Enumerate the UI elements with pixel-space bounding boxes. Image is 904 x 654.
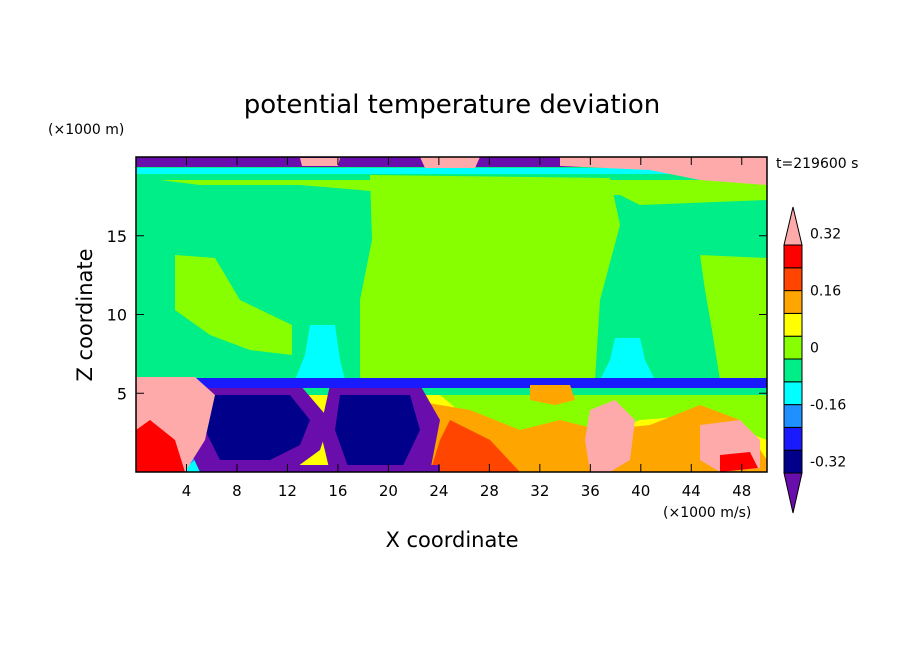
x-unit-label: (×1000 m/s) — [663, 505, 751, 521]
region-darkblue-lower-left — [205, 395, 310, 460]
region-dark-band-z6 — [136, 378, 767, 388]
x-tick-label: 4 — [182, 482, 192, 500]
x-axis-title: X coordinate — [385, 528, 518, 552]
colorbar-tick-label: 0 — [810, 341, 819, 357]
colorbar-tick-label: 0.16 — [810, 284, 841, 300]
y-tick-label: 5 — [117, 384, 127, 403]
x-tick-label: 32 — [530, 482, 549, 500]
region-top-pink-left — [300, 158, 340, 166]
x-tick-label: 36 — [581, 482, 600, 500]
region-cyan-left — [295, 325, 345, 380]
region-upper-green-top — [160, 180, 767, 205]
colorbar-swatch — [783, 267, 803, 292]
x-tick-label: 48 — [732, 482, 751, 500]
region-orange-center-right — [530, 385, 575, 405]
region-lower-red — [430, 420, 520, 472]
colorbar-swatch — [783, 381, 803, 406]
region-purple-bottom-strip — [280, 465, 440, 472]
colorbar: 0.32 0.16 0 -0.16 -0.32 — [783, 206, 846, 514]
y-tick-label: 15 — [107, 227, 127, 246]
y-axis: 5 10 15 — [107, 227, 767, 403]
colorbar-extend-min — [783, 472, 803, 514]
region-top-pink-right — [560, 157, 767, 185]
region-pink-center-right — [585, 400, 635, 472]
region-top-pink-center — [420, 157, 480, 168]
colorbar-tick-label: -0.32 — [810, 455, 846, 471]
colorbar-swatch — [783, 290, 803, 314]
colorbar-swatch — [783, 312, 803, 337]
colorbar-swatch — [783, 426, 803, 451]
colorbar-swatch — [783, 449, 803, 474]
x-tick-label: 20 — [379, 482, 398, 500]
x-tick-label: 40 — [631, 482, 650, 500]
colorbar-swatch — [783, 335, 803, 360]
y-axis-title: Z coordinate — [73, 248, 97, 381]
region-upper-green-right — [700, 255, 767, 380]
time-label: t=219600 s — [776, 156, 858, 172]
x-axis: 4 8 12 16 20 24 28 32 36 40 44 48 — [182, 157, 751, 500]
colorbar-tick-label: 0.32 — [810, 227, 841, 243]
region-red-left — [136, 420, 185, 472]
x-tick-label: 44 — [682, 482, 701, 500]
region-red-right — [720, 452, 758, 472]
x-tick-label: 12 — [278, 482, 297, 500]
colorbar-swatch — [783, 244, 803, 269]
y-unit-label: (×1000 m) — [48, 122, 124, 138]
x-tick-label: 28 — [480, 482, 499, 500]
region-upper-green-center — [360, 175, 620, 380]
region-top-cyan-band — [136, 168, 767, 174]
region-cyan-right — [600, 338, 655, 380]
x-tick-label: 24 — [429, 482, 448, 500]
y-tick-label: 10 — [107, 306, 127, 325]
colorbar-swatch — [783, 404, 803, 428]
x-tick-label: 8 — [232, 482, 242, 500]
chart-title: potential temperature deviation — [244, 90, 660, 120]
region-upper-green-left — [175, 255, 292, 355]
colorbar-swatch — [783, 358, 803, 383]
region-darkblue-center — [335, 395, 420, 472]
x-tick-label: 16 — [328, 482, 347, 500]
contour-field — [136, 157, 767, 472]
colorbar-tick-label: -0.16 — [810, 398, 846, 414]
colorbar-extend-max — [783, 206, 803, 246]
